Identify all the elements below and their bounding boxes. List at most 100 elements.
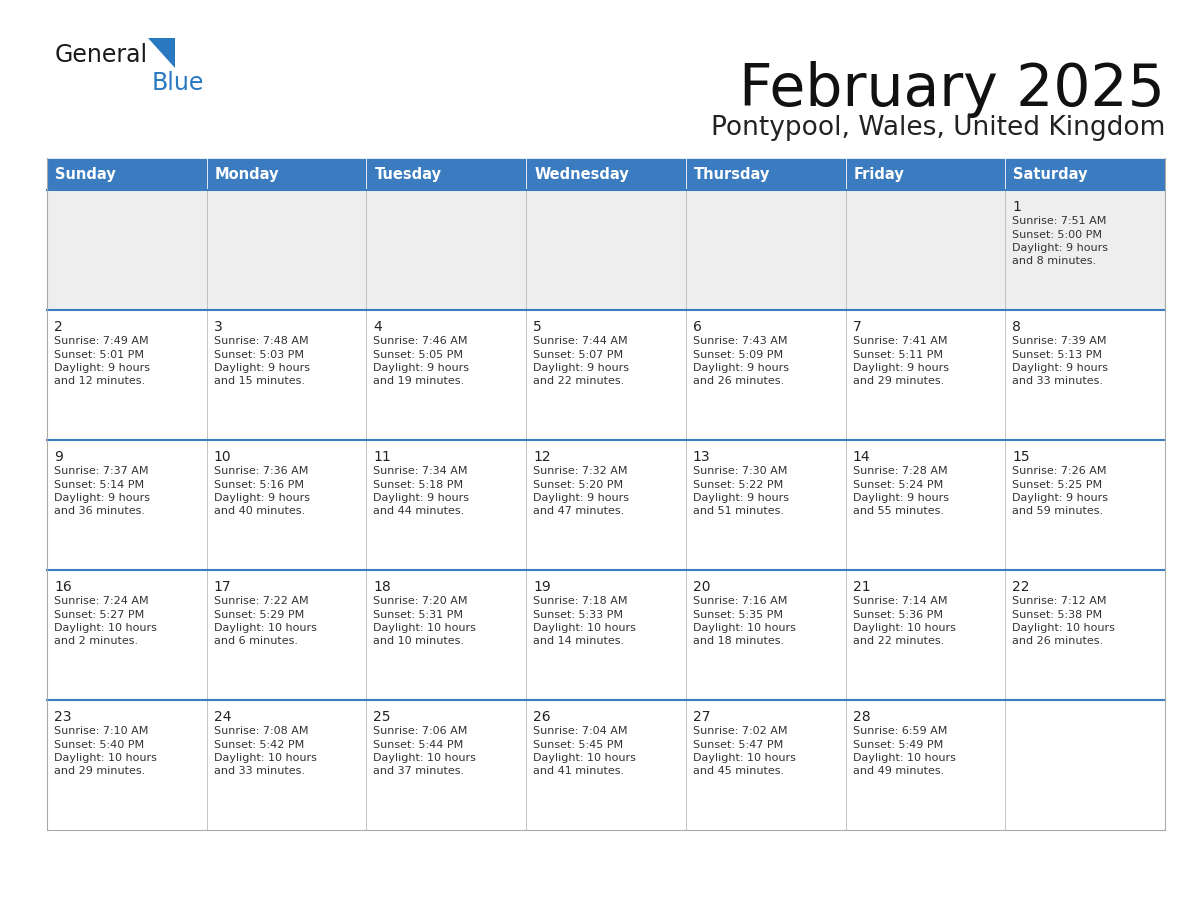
Text: Sunrise: 7:51 AM: Sunrise: 7:51 AM [1012, 216, 1107, 226]
Text: Sunrise: 7:24 AM: Sunrise: 7:24 AM [53, 596, 148, 606]
Bar [1005, 158, 1165, 190]
Text: and 6 minutes.: and 6 minutes. [214, 636, 298, 646]
Text: Sunrise: 7:18 AM: Sunrise: 7:18 AM [533, 596, 627, 606]
Bar [1005, 190, 1165, 310]
Text: 9: 9 [53, 450, 63, 464]
Text: Sunset: 5:42 PM: Sunset: 5:42 PM [214, 740, 304, 749]
Text: and 45 minutes.: and 45 minutes. [693, 767, 784, 777]
Bar [48, 440, 207, 570]
Text: Sunset: 5:09 PM: Sunset: 5:09 PM [693, 350, 783, 360]
Bar [366, 570, 526, 700]
Text: Sunrise: 7:37 AM: Sunrise: 7:37 AM [53, 466, 148, 476]
Bar [846, 158, 1005, 190]
Text: and 37 minutes.: and 37 minutes. [373, 767, 465, 777]
Text: 22: 22 [1012, 580, 1030, 594]
Text: and 29 minutes.: and 29 minutes. [53, 767, 145, 777]
Text: Sunrise: 7:36 AM: Sunrise: 7:36 AM [214, 466, 308, 476]
Text: Sunrise: 7:08 AM: Sunrise: 7:08 AM [214, 726, 308, 736]
Text: Daylight: 9 hours: Daylight: 9 hours [693, 493, 789, 503]
Text: Sunset: 5:38 PM: Sunset: 5:38 PM [1012, 610, 1102, 620]
Text: and 2 minutes.: and 2 minutes. [53, 636, 138, 646]
Text: and 41 minutes.: and 41 minutes. [533, 767, 624, 777]
Text: and 22 minutes.: and 22 minutes. [533, 376, 625, 386]
Text: Sunset: 5:49 PM: Sunset: 5:49 PM [853, 740, 943, 749]
Text: and 26 minutes.: and 26 minutes. [1012, 636, 1104, 646]
Text: Blue: Blue [152, 71, 204, 95]
Text: Sunrise: 7:12 AM: Sunrise: 7:12 AM [1012, 596, 1107, 606]
Text: Sunrise: 7:14 AM: Sunrise: 7:14 AM [853, 596, 947, 606]
Bar [366, 440, 526, 570]
Text: Sunrise: 7:49 AM: Sunrise: 7:49 AM [53, 336, 148, 346]
Text: Daylight: 10 hours: Daylight: 10 hours [693, 753, 796, 763]
Text: Sunrise: 7:39 AM: Sunrise: 7:39 AM [1012, 336, 1107, 346]
Text: Sunset: 5:18 PM: Sunset: 5:18 PM [373, 479, 463, 489]
Text: and 29 minutes.: and 29 minutes. [853, 376, 943, 386]
Text: Sunrise: 7:10 AM: Sunrise: 7:10 AM [53, 726, 148, 736]
Bar [366, 158, 526, 190]
Text: and 47 minutes.: and 47 minutes. [533, 507, 625, 517]
Text: 7: 7 [853, 320, 861, 334]
Text: 26: 26 [533, 710, 551, 724]
Text: 8: 8 [1012, 320, 1022, 334]
Text: 18: 18 [373, 580, 391, 594]
Text: Sunrise: 7:32 AM: Sunrise: 7:32 AM [533, 466, 627, 476]
Bar [685, 700, 846, 830]
Bar [846, 310, 1005, 440]
Bar [685, 570, 846, 700]
Bar [207, 310, 366, 440]
Text: Sunrise: 7:43 AM: Sunrise: 7:43 AM [693, 336, 788, 346]
Text: and 15 minutes.: and 15 minutes. [214, 376, 304, 386]
Text: Sunset: 5:11 PM: Sunset: 5:11 PM [853, 350, 942, 360]
Text: Daylight: 9 hours: Daylight: 9 hours [853, 493, 948, 503]
Text: and 33 minutes.: and 33 minutes. [1012, 376, 1104, 386]
Text: Pontypool, Wales, United Kingdom: Pontypool, Wales, United Kingdom [710, 115, 1165, 141]
Text: 13: 13 [693, 450, 710, 464]
Bar [526, 158, 685, 190]
Text: 17: 17 [214, 580, 232, 594]
Bar [366, 190, 526, 310]
Text: Daylight: 9 hours: Daylight: 9 hours [1012, 363, 1108, 373]
Text: Daylight: 9 hours: Daylight: 9 hours [373, 493, 469, 503]
Text: 24: 24 [214, 710, 232, 724]
Bar [48, 190, 207, 310]
Text: and 51 minutes.: and 51 minutes. [693, 507, 784, 517]
Bar [846, 190, 1005, 310]
Text: and 40 minutes.: and 40 minutes. [214, 507, 305, 517]
Text: Sunrise: 7:16 AM: Sunrise: 7:16 AM [693, 596, 788, 606]
Text: Daylight: 10 hours: Daylight: 10 hours [373, 753, 476, 763]
Text: Sunday: Sunday [55, 166, 115, 182]
Text: 16: 16 [53, 580, 71, 594]
Text: Daylight: 9 hours: Daylight: 9 hours [533, 363, 630, 373]
Text: Sunrise: 7:26 AM: Sunrise: 7:26 AM [1012, 466, 1107, 476]
Text: Daylight: 10 hours: Daylight: 10 hours [1012, 623, 1116, 633]
Text: Daylight: 9 hours: Daylight: 9 hours [693, 363, 789, 373]
Text: Daylight: 9 hours: Daylight: 9 hours [53, 363, 150, 373]
Text: Sunset: 5:35 PM: Sunset: 5:35 PM [693, 610, 783, 620]
Text: 6: 6 [693, 320, 702, 334]
Bar [207, 440, 366, 570]
Text: 20: 20 [693, 580, 710, 594]
Text: Sunset: 5:44 PM: Sunset: 5:44 PM [373, 740, 463, 749]
Text: Sunrise: 7:06 AM: Sunrise: 7:06 AM [373, 726, 468, 736]
Bar [846, 440, 1005, 570]
Text: 14: 14 [853, 450, 870, 464]
Text: Daylight: 9 hours: Daylight: 9 hours [1012, 493, 1108, 503]
Text: Sunset: 5:24 PM: Sunset: 5:24 PM [853, 479, 943, 489]
Text: Daylight: 10 hours: Daylight: 10 hours [853, 623, 955, 633]
Bar [207, 570, 366, 700]
Bar [526, 700, 685, 830]
Text: 10: 10 [214, 450, 232, 464]
Bar [1005, 440, 1165, 570]
Text: Monday: Monday [215, 166, 279, 182]
Bar [685, 190, 846, 310]
Text: Daylight: 10 hours: Daylight: 10 hours [693, 623, 796, 633]
Text: Sunrise: 7:48 AM: Sunrise: 7:48 AM [214, 336, 309, 346]
Bar [526, 190, 685, 310]
Text: 12: 12 [533, 450, 551, 464]
Text: Daylight: 10 hours: Daylight: 10 hours [853, 753, 955, 763]
Bar [526, 310, 685, 440]
Text: Sunrise: 6:59 AM: Sunrise: 6:59 AM [853, 726, 947, 736]
Text: Sunset: 5:36 PM: Sunset: 5:36 PM [853, 610, 942, 620]
Text: Sunset: 5:14 PM: Sunset: 5:14 PM [53, 479, 144, 489]
Text: Sunrise: 7:44 AM: Sunrise: 7:44 AM [533, 336, 627, 346]
